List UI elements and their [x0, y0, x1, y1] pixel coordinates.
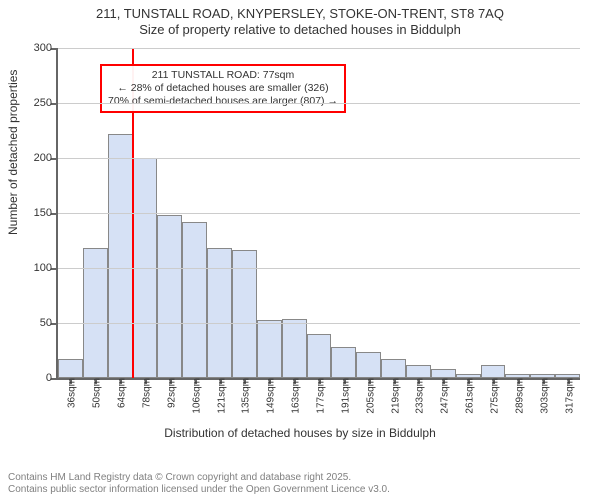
disclaimer: Contains HM Land Registry data © Crown c… — [8, 472, 390, 496]
x-tick-label: 289sqm — [510, 378, 525, 414]
gridline — [58, 103, 580, 104]
annotation-line-2: ← 28% of detached houses are smaller (32… — [108, 82, 338, 95]
x-tick-label: 163sqm — [287, 378, 302, 414]
y-tick-label: 0 — [46, 372, 58, 384]
x-tick-label: 36sqm — [63, 378, 78, 408]
bar — [108, 134, 133, 378]
x-tick-label: 205sqm — [361, 378, 376, 414]
bar — [431, 369, 456, 378]
gridline — [58, 158, 580, 159]
x-tick-label: 149sqm — [262, 378, 277, 414]
bar — [307, 334, 332, 378]
x-tick-label: 191sqm — [336, 378, 351, 414]
disclaimer-line-1: Contains HM Land Registry data © Crown c… — [8, 472, 390, 484]
annotation-line-1: 211 TUNSTALL ROAD: 77sqm — [108, 69, 338, 82]
gridline — [58, 268, 580, 269]
x-tick-label: 233sqm — [411, 378, 426, 414]
y-tick-label: 100 — [34, 262, 58, 274]
y-tick-label: 300 — [34, 42, 58, 54]
title-line-2: Size of property relative to detached ho… — [0, 22, 600, 38]
x-tick-label: 78sqm — [138, 378, 153, 408]
bar — [381, 359, 406, 378]
y-axis-label: Number of detached properties — [6, 70, 20, 235]
bar — [157, 215, 182, 378]
x-tick-label: 92sqm — [162, 378, 177, 408]
bar — [257, 320, 282, 378]
bar — [282, 319, 307, 378]
y-tick-label: 150 — [34, 207, 58, 219]
x-tick-label: 64sqm — [113, 378, 128, 408]
bar — [356, 352, 381, 378]
x-tick-label: 275sqm — [486, 378, 501, 414]
gridline — [58, 48, 580, 49]
bar — [182, 222, 207, 378]
x-axis-label: Distribution of detached houses by size … — [0, 426, 600, 440]
chart-container: 211, TUNSTALL ROAD, KNYPERSLEY, STOKE-ON… — [0, 0, 600, 500]
y-tick-label: 250 — [34, 97, 58, 109]
x-tick-label: 106sqm — [187, 378, 202, 414]
annotation-box: 211 TUNSTALL ROAD: 77sqm ← 28% of detach… — [100, 64, 346, 113]
y-tick-label: 200 — [34, 152, 58, 164]
annotation-line-3: 70% of semi-detached houses are larger (… — [108, 95, 338, 108]
x-tick-label: 247sqm — [436, 378, 451, 414]
disclaimer-line-2: Contains public sector information licen… — [8, 484, 390, 496]
x-tick-label: 135sqm — [237, 378, 252, 414]
bar — [58, 359, 83, 378]
x-tick-label: 303sqm — [535, 378, 550, 414]
x-tick-label: 219sqm — [386, 378, 401, 414]
bar — [331, 347, 356, 378]
title-block: 211, TUNSTALL ROAD, KNYPERSLEY, STOKE-ON… — [0, 0, 600, 39]
x-tick-label: 261sqm — [461, 378, 476, 414]
plot-area: 211 TUNSTALL ROAD: 77sqm ← 28% of detach… — [56, 48, 580, 380]
x-tick-label: 177sqm — [312, 378, 327, 414]
bar — [406, 365, 431, 378]
gridline — [58, 213, 580, 214]
bar — [481, 365, 506, 378]
x-tick-label: 50sqm — [88, 378, 103, 408]
x-tick-label: 121sqm — [212, 378, 227, 414]
bar — [232, 250, 257, 378]
x-tick-label: 317sqm — [560, 378, 575, 414]
title-line-1: 211, TUNSTALL ROAD, KNYPERSLEY, STOKE-ON… — [0, 6, 600, 22]
gridline — [58, 323, 580, 324]
chart-area: Number of detached properties 211 TUNSTA… — [0, 42, 600, 442]
y-tick-label: 50 — [40, 317, 58, 329]
